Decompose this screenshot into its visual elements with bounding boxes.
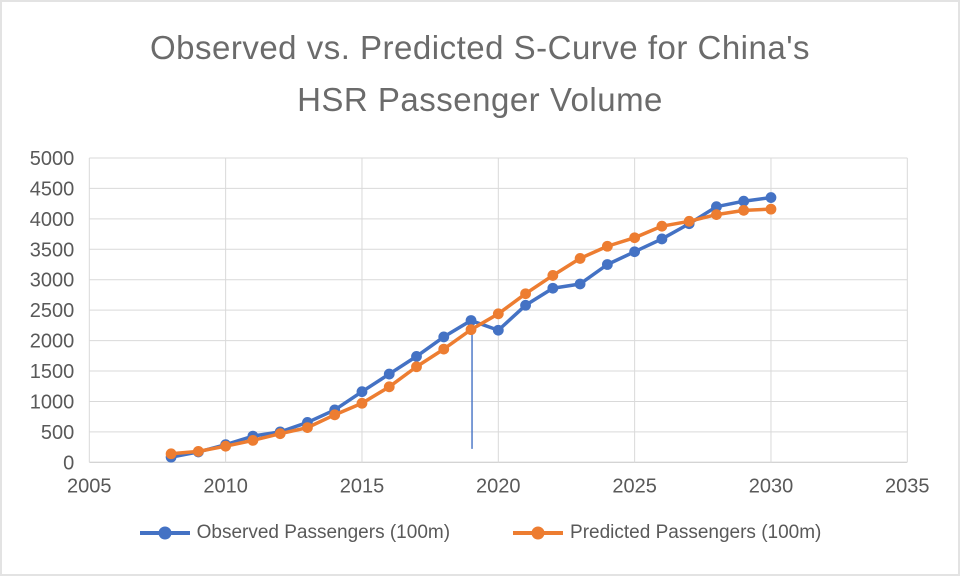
data-point-observed (601, 259, 613, 270)
chart-title-line-2: HSR Passenger Volume (297, 81, 663, 118)
observed-series-marker-icon (139, 526, 190, 540)
y-axis-tick-label: 500 (41, 422, 74, 444)
data-point-predicted (465, 324, 477, 336)
data-point-observed (356, 386, 368, 398)
data-point-predicted (520, 288, 531, 300)
x-axis-tick-label: 2005 (67, 475, 112, 497)
data-point-observed (411, 351, 422, 362)
data-point-observed (465, 315, 477, 326)
y-axis-tick-label: 2000 (30, 331, 75, 353)
x-axis-tick-label: 2010 (203, 475, 248, 497)
data-point-predicted (329, 409, 341, 421)
predicted-series-marker-icon (513, 526, 564, 540)
data-point-predicted (192, 445, 204, 457)
data-point-predicted (765, 203, 777, 215)
data-point-predicted (656, 220, 668, 232)
y-axis-tick-label: 1000 (30, 391, 75, 413)
data-point-predicted (574, 253, 586, 264)
data-point-observed (711, 201, 722, 213)
chart-title: Observed vs. Predicted S-Curve for China… (2, 22, 958, 126)
x-axis-tick-label: 2020 (476, 475, 521, 497)
legend: Observed Passengers (100m) Predicted Pas… (2, 522, 958, 544)
data-point-observed (738, 195, 750, 207)
data-point-predicted (302, 422, 313, 434)
data-point-predicted (601, 240, 613, 252)
data-point-predicted (383, 381, 395, 393)
y-axis-tick-label: 4000 (30, 209, 75, 231)
data-point-predicted (411, 361, 422, 373)
data-point-observed (656, 233, 668, 245)
legend-item-observed: Observed Passengers (100m) (139, 522, 450, 544)
data-point-predicted (492, 308, 504, 320)
data-point-predicted (165, 448, 177, 460)
data-point-predicted (547, 270, 559, 281)
data-point-observed (765, 192, 777, 203)
data-point-observed (438, 331, 450, 343)
data-point-predicted (629, 232, 641, 244)
data-point-predicted (356, 397, 368, 409)
data-point-predicted (274, 428, 286, 440)
data-point-observed (629, 246, 641, 258)
data-point-observed (520, 299, 531, 311)
data-point-predicted (711, 209, 722, 220)
x-axis-tick-label: 2030 (749, 475, 794, 497)
x-axis-tick-label: 2015 (340, 475, 385, 497)
data-point-observed (574, 278, 586, 290)
y-axis-tick-label: 0 (63, 452, 74, 474)
data-point-predicted (220, 440, 232, 452)
y-axis-tick-label: 1500 (30, 361, 75, 383)
y-axis-tick-label: 4500 (30, 178, 75, 200)
data-point-observed (383, 368, 395, 380)
data-point-predicted (683, 215, 695, 227)
chart-title-line-1: Observed vs. Predicted S-Curve for China… (149, 29, 811, 66)
data-point-observed (492, 324, 504, 336)
legend-label-predicted: Predicted Passengers (100m) (570, 522, 822, 543)
data-point-predicted (738, 204, 750, 216)
legend-label-observed: Observed Passengers (100m) (196, 522, 451, 543)
y-axis-tick-label: 2500 (30, 300, 75, 322)
data-point-predicted (438, 343, 450, 355)
x-axis-tick-label: 2035 (885, 475, 930, 497)
y-axis-tick-label: 3000 (30, 270, 75, 292)
legend-item-predicted: Predicted Passengers (100m) (512, 522, 821, 544)
x-axis-tick-label: 2025 (612, 475, 657, 497)
y-axis-tick-label: 3500 (30, 239, 75, 261)
data-point-observed (547, 282, 559, 294)
y-axis-tick-label: 5000 (30, 148, 75, 170)
data-point-predicted (247, 434, 259, 446)
